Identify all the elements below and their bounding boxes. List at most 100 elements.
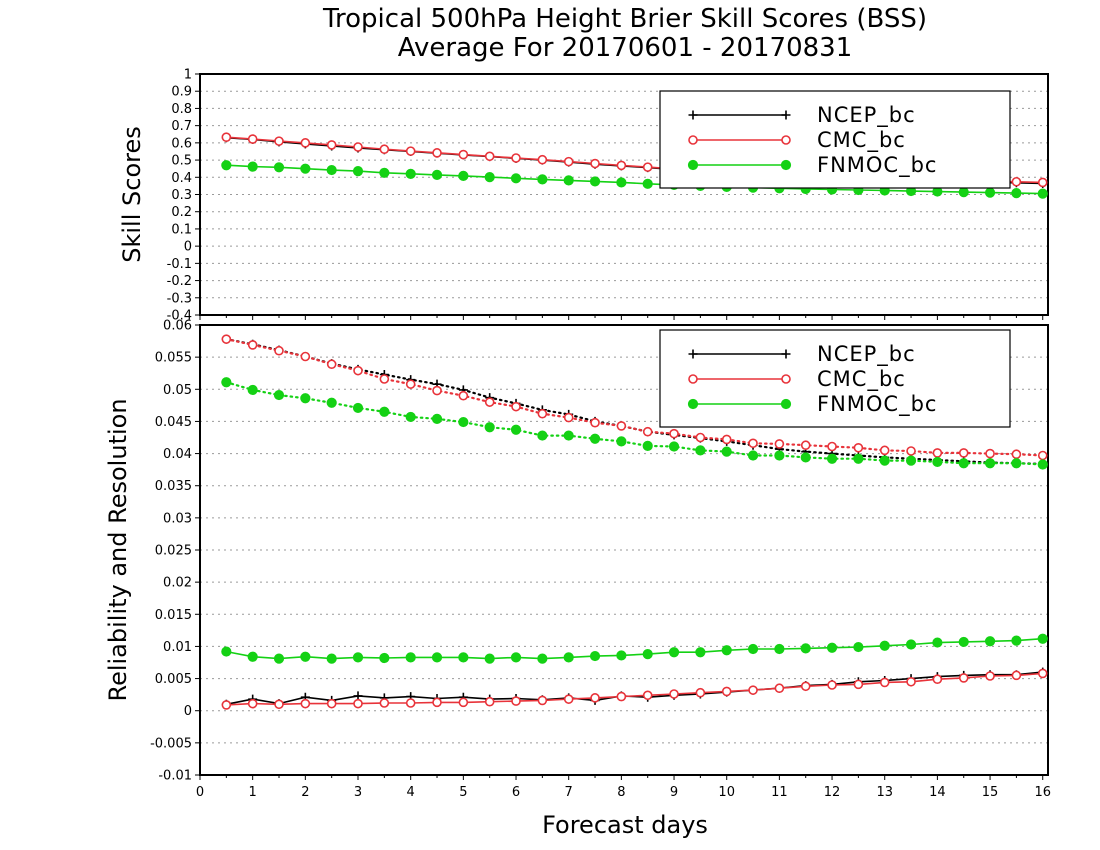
relres-fnmoc-point [537,653,548,664]
skill-scores-panel: -0.4 -0.3 -0.2 -0.1 0 0.1 0.2 0.3 0.4 0.5 0.6 0.7 0.… [118,68,1049,324]
relres-fnmoc-point [932,637,943,648]
reliability-resolution-panel: -0.01 -0.005 0 0.005 0.01 0.015 0.02 0.025 0.03 0… [104,319,1051,801]
relres-x-tick-label: 3 [354,785,362,800]
relres-cmc-point [906,676,916,687]
relres-fnmoc-point [1011,458,1022,469]
relres-y-tick-label: 0.045 [155,415,192,430]
relres-cmc-point [326,698,337,709]
relres-fnmoc-point [774,450,785,461]
relres-fnmoc-point [984,636,996,647]
relres-cmc-point [669,689,679,699]
relres-fnmoc-point [905,455,917,466]
relres-fnmoc-point [510,652,522,663]
relres-fnmoc-point [405,652,416,663]
relres-fnmoc-point [1037,459,1048,470]
relres-fnmoc-point [326,653,337,664]
relres-fnmoc-point [352,652,364,663]
skill-fnmoc-point [405,168,416,179]
relres-fnmoc-point [774,643,785,655]
relres-cmc-point [432,385,442,396]
relres-y-tick-label: 0.015 [155,608,192,623]
skill-fnmoc-point [1037,188,1048,199]
relres-fnmoc-point [405,411,416,423]
relres-fnmoc-point [589,650,601,662]
relres-cmc-point [774,683,785,694]
relres-fnmoc-point [826,642,838,653]
relres-series-fnmoc-reliability [221,633,1048,664]
relres-fnmoc-point [537,430,548,441]
skill-cmc-point [300,138,311,148]
relres-fnmoc-point [853,641,864,653]
relres-y-tick-label: 0.02 [163,576,192,591]
skill-fnmoc-point [247,161,258,172]
relres-cmc-point [669,428,679,439]
relres-cmc-point [458,697,469,708]
relres-cmc-point [748,685,758,695]
skill-y-tick-label: 0.7 [171,119,192,134]
skill-fnmoc-point [1011,188,1022,199]
relres-cmc-point [432,697,442,708]
relres-cmc-point [1011,449,1022,460]
relres-cmc-point [247,698,258,709]
skill-cmc-point [432,148,442,158]
relres-fnmoc-point [879,640,890,651]
relres-legend-fnmoc-marker [687,398,699,410]
skill-cmc-point [247,134,258,144]
relres-x-tick-label: 14 [929,785,946,800]
skill-legend-fnmoc-marker [780,159,792,171]
relres-legend-ncep-marker [688,349,698,359]
relres-fnmoc-point [484,653,495,664]
skill-y-tick-label: -0.4 [167,309,192,324]
relres-fnmoc-point [1011,635,1022,646]
relres-fnmoc-point [273,653,285,664]
relres-fnmoc-point [458,416,469,428]
relres-y-tick-label: 0 [184,704,192,719]
relres-cmc-point [537,695,548,706]
skill-fnmoc-point [958,186,969,198]
relres-fnmoc-point [853,453,864,464]
relres-y-tick-label: 0.05 [163,383,192,398]
relres-cmc-point [1011,670,1022,681]
relres-cmc-point [405,379,416,389]
relres-cmc-point [616,421,627,431]
relres-x-tick-label: 8 [617,785,625,800]
skill-y-tick-label: -0.3 [167,291,192,306]
skill-cmc-point [642,162,653,172]
relres-fnmoc-point [932,456,943,468]
skill-y-tick-label: 0 [184,240,192,255]
skill-fnmoc-point [589,176,601,187]
relres-fnmoc-point [668,647,680,658]
relres-cmc-point [458,390,469,401]
relres-y-tick-label: 0.03 [163,511,192,526]
relres-cmc-point [405,698,416,708]
relres-fnmoc-point [800,452,811,463]
relres-cmc-point [695,687,706,698]
skill-cmc-point [274,136,284,146]
relres-x-tick-label: 4 [407,785,415,800]
relres-cmc-point [379,374,390,384]
relres-cmc-point [300,698,311,709]
relres-cmc-point [800,681,811,692]
relres-fnmoc-point [616,436,627,447]
relres-y-tick-label: 0.06 [163,319,192,334]
relres-fnmoc-point [642,440,653,451]
relres-fnmoc-point [247,384,258,396]
skill-fnmoc-point [510,173,522,184]
skill-y-axis-label: Skill Scores [118,126,146,263]
relres-cmc-point [853,679,864,690]
relres-cmc-point [590,417,600,428]
skill-fnmoc-point [379,167,390,178]
skill-cmc-point [1011,176,1022,187]
skill-cmc-point [484,151,495,162]
relres-plot-frame [199,324,1049,776]
relres-cmc-point [932,448,943,458]
relres-fnmoc-point [721,645,732,656]
skill-cmc-point [590,158,600,169]
relres-cmc-point [958,448,969,458]
skill-y-tick-label: 0.3 [171,188,192,203]
relres-x-tick-label: 1 [249,785,257,800]
relres-x-tick-label: 0 [196,785,204,800]
relres-fnmoc-point [826,453,838,464]
